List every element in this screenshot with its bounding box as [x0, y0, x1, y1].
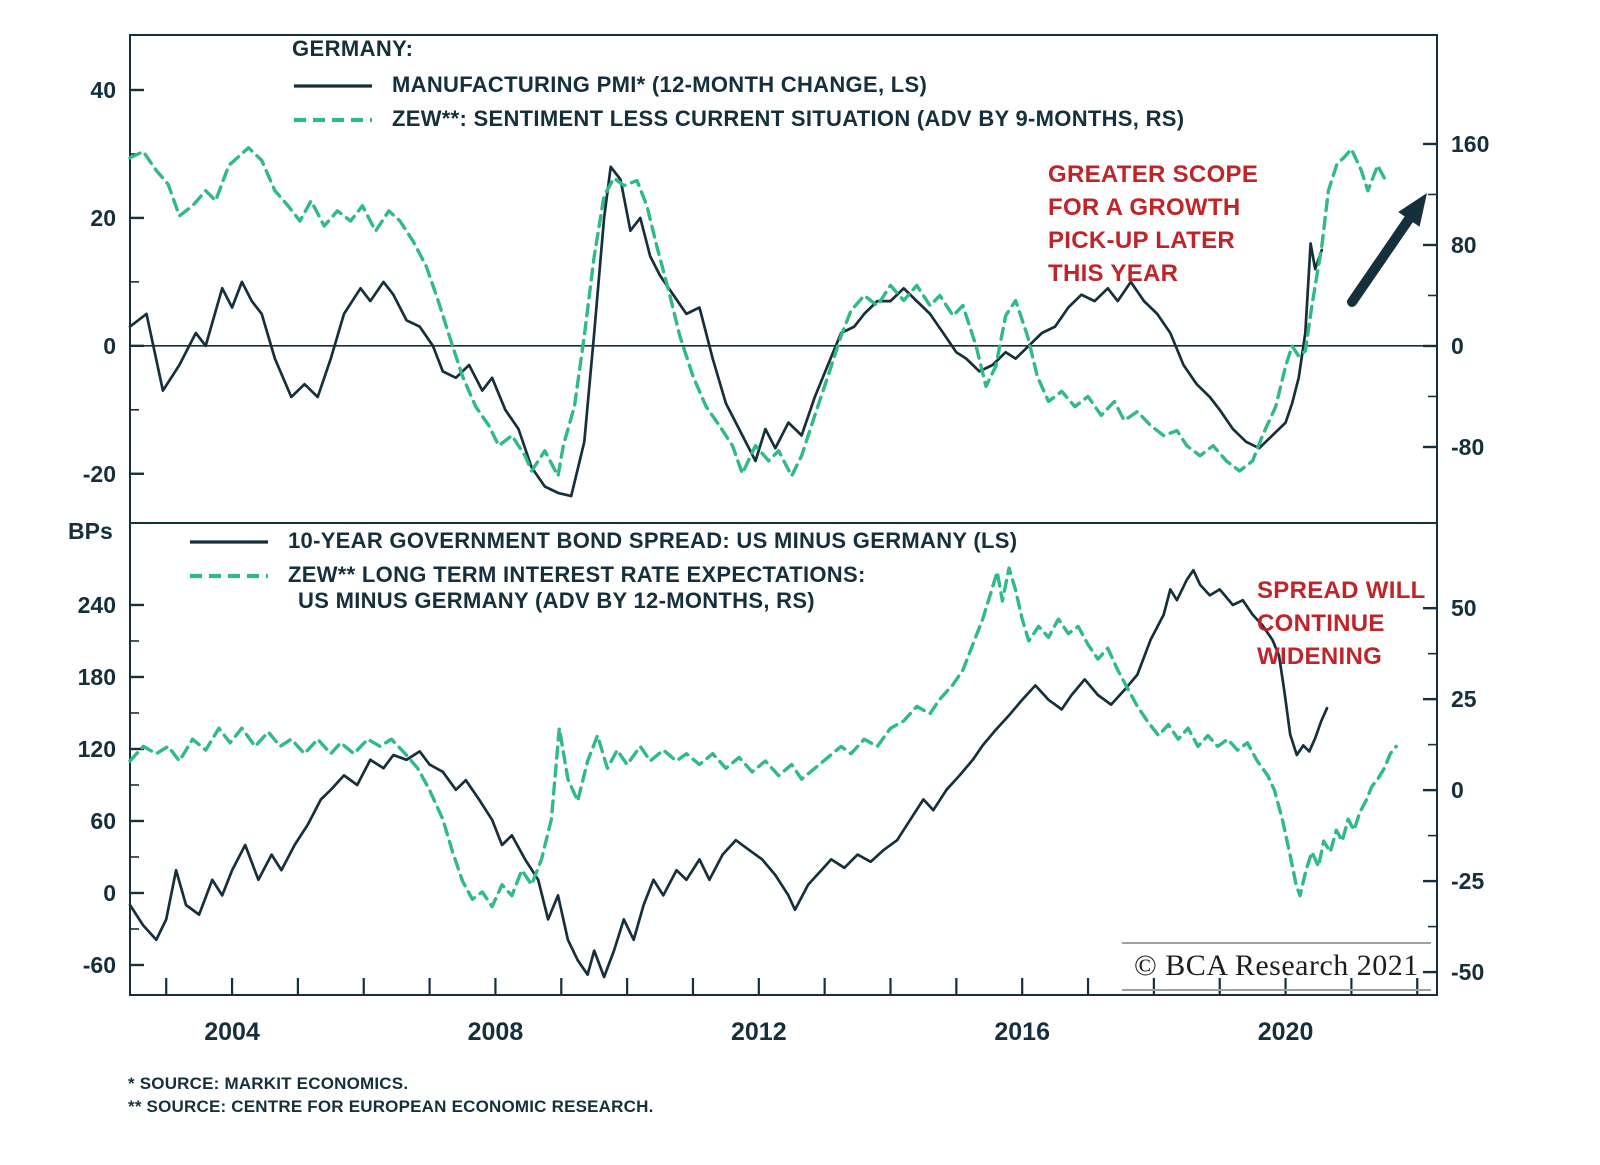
- spread-annotation-line: SPREAD WILL: [1257, 577, 1426, 604]
- footnotes: * SOURCE: MARKIT ECONOMICS. ** SOURCE: C…: [128, 1072, 654, 1118]
- growth-arrow-head: [1398, 193, 1427, 227]
- left-axis-tick-label: 240: [78, 592, 116, 618]
- top-series1-label: MANUFACTURING PMI* (12-MONTH CHANGE, LS): [392, 72, 928, 97]
- right-axis-tick-label: 50: [1451, 595, 1477, 621]
- left-axis-unit-label: BPs: [68, 518, 113, 544]
- top-legend-row-2: ZEW**: SENTIMENT LESS CURRENT SITUATION …: [292, 106, 1184, 132]
- bottom-series2-label-line1: ZEW** LONG TERM INTEREST RATE EXPECTATIO…: [288, 562, 866, 587]
- right-axis-tick-label: 80: [1451, 232, 1477, 258]
- footnote-2: ** SOURCE: CENTRE FOR EUROPEAN ECONOMIC …: [128, 1097, 654, 1116]
- pmi-12m-change-line: [128, 165, 1324, 498]
- left-axis-tick-label: 60: [90, 808, 116, 834]
- right-axis-tick-label: 25: [1451, 686, 1477, 712]
- spread-annotation-line: CONTINUE: [1257, 610, 1385, 637]
- bottom-legend-row-1: 10-YEAR GOVERNMENT BOND SPREAD: US MINUS…: [188, 528, 1017, 554]
- growth-arrow: [1347, 193, 1427, 307]
- left-axis-tick-label: 120: [78, 736, 116, 762]
- spread-annotation: SPREAD WILL CONTINUE WIDENING: [1257, 574, 1426, 673]
- bottom-series2-label-line2: US MINUS GERMANY (ADV BY 12-MONTHS, RS): [298, 588, 815, 613]
- growth-arrow-shaft: [1347, 214, 1414, 307]
- growth-annotation-line: PICK-UP LATER: [1048, 227, 1236, 254]
- x-axis-year-label: 2020: [1258, 1018, 1314, 1046]
- top-legend-title: GERMANY:: [292, 36, 414, 61]
- bottom-legend: 10-YEAR GOVERNMENT BOND SPREAD: US MINUS…: [188, 528, 1017, 622]
- x-axis-year-label: 2012: [731, 1018, 787, 1046]
- top-legend: GERMANY: MANUFACTURING PMI* (12-MONTH CH…: [292, 36, 1184, 140]
- right-axis-tick-label: -25: [1451, 868, 1484, 894]
- growth-annotation-line: GREATER SCOPE: [1048, 161, 1259, 188]
- zew-sentiment-less-current-line: [128, 146, 1387, 478]
- dashed-line-swatch: [190, 573, 268, 579]
- spread-annotation-line: WIDENING: [1257, 643, 1383, 670]
- left-axis-tick-label: 0: [103, 880, 116, 906]
- chart-frame: [129, 34, 1438, 996]
- right-axis-tick-label: -80: [1451, 434, 1484, 460]
- top-legend-row-1: MANUFACTURING PMI* (12-MONTH CHANGE, LS): [292, 72, 1184, 98]
- growth-annotation-line: FOR A GROWTH: [1048, 194, 1241, 221]
- left-axis-tick-label: 180: [78, 664, 116, 690]
- x-axis-year-label: 2004: [204, 1018, 260, 1046]
- right-axis-tick-label: -50: [1451, 959, 1484, 985]
- bca-research-logo-text: © BCA Research 2021: [1134, 949, 1419, 982]
- x-axis-year-label: 2016: [994, 1018, 1050, 1046]
- dashed-line-swatch: [294, 117, 372, 123]
- zew-rate-expectations-line: [128, 566, 1398, 909]
- growth-annotation-line: THIS YEAR: [1048, 260, 1179, 287]
- bottom-legend-row-2: ZEW** LONG TERM INTEREST RATE EXPECTATIO…: [188, 562, 1017, 614]
- left-axis-tick-label: 40: [90, 77, 116, 103]
- x-axis-year-label: 2008: [468, 1018, 524, 1046]
- footnote-1: * SOURCE: MARKIT ECONOMICS.: [128, 1074, 409, 1093]
- solid-line-swatch: [294, 84, 372, 88]
- growth-annotation: GREATER SCOPE FOR A GROWTH PICK-UP LATER…: [1048, 158, 1258, 290]
- solid-line-swatch: [190, 540, 268, 544]
- left-axis-tick-label: -60: [83, 952, 116, 978]
- bca-research-logo: © BCA Research 2021: [1122, 942, 1431, 991]
- right-axis-tick-label: 160: [1451, 131, 1489, 157]
- left-axis-tick-label: -20: [83, 461, 116, 487]
- bond-spread-10y-line: [128, 568, 1329, 979]
- bottom-series2-label: ZEW** LONG TERM INTEREST RATE EXPECTATIO…: [288, 562, 866, 614]
- left-axis-tick-label: 0: [103, 333, 116, 359]
- left-axis-tick-label: 20: [90, 205, 116, 231]
- right-axis-tick-label: 0: [1451, 333, 1464, 359]
- top-series2-label: ZEW**: SENTIMENT LESS CURRENT SITUATION …: [392, 106, 1185, 131]
- bottom-series1-label: 10-YEAR GOVERNMENT BOND SPREAD: US MINUS…: [288, 528, 1018, 553]
- right-axis-tick-label: 0: [1451, 777, 1464, 803]
